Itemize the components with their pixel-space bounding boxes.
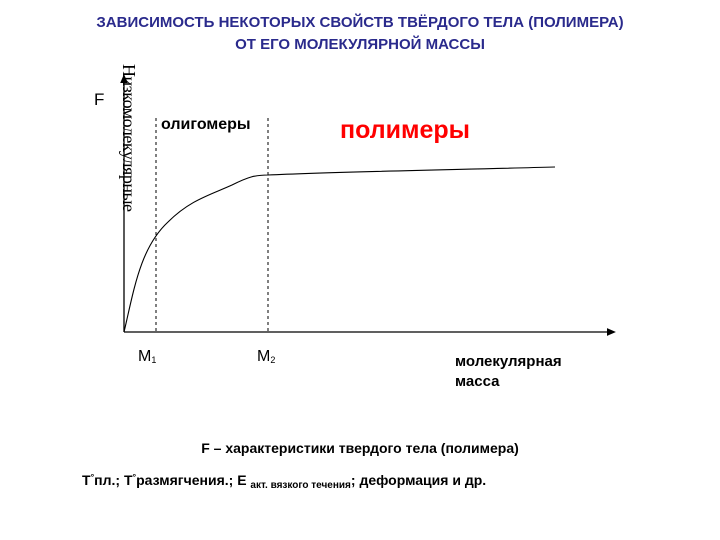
caption-deg2: °	[132, 472, 137, 482]
title-line-1: ЗАВИСИМОСТЬ НЕКОТОРЫХ СВОЙСТВ ТВЁРДОГО Т…	[96, 14, 624, 31]
caption-subscript: акт. вязкого течения	[250, 480, 351, 491]
marker-m2-sub: 2	[270, 355, 276, 365]
y-axis-label: F	[94, 90, 105, 109]
polymers-label: полимеры	[340, 116, 471, 144]
marker-m2: M2	[257, 348, 275, 366]
caption-t1: Т	[82, 472, 91, 488]
marker-m1-sub: 1	[151, 355, 157, 365]
caption-deg1: °	[90, 472, 95, 482]
x-axis-label: молекулярная масса	[455, 353, 562, 390]
marker-m1-main: M	[138, 348, 152, 365]
marker-m1: M1	[138, 348, 156, 366]
caption-t4: ; деформация и др.	[350, 472, 487, 488]
caption-line-2: Т°пл.; Т°размягчения.; Е акт. вязкого те…	[82, 472, 486, 491]
caption-t3: размягчения.; Е	[136, 472, 251, 488]
caption-line-1: F – характеристики твердого тела (полиме…	[201, 440, 519, 456]
low-molecular-label: Низкомолекулярные	[119, 64, 139, 212]
title-line-2: ОТ ЕГО МОЛЕКУЛЯРНОЙ МАССЫ	[235, 36, 485, 53]
oligomers-label: олигомеры	[161, 116, 251, 133]
marker-m2-main: M	[257, 348, 271, 365]
page-title: ЗАВИСИМОСТЬ НЕКОТОРЫХ СВОЙСТВ ТВЁРДОГО Т…	[0, 12, 720, 56]
property-curve	[123, 166, 556, 333]
caption-t2: пл.; Т	[94, 472, 133, 488]
